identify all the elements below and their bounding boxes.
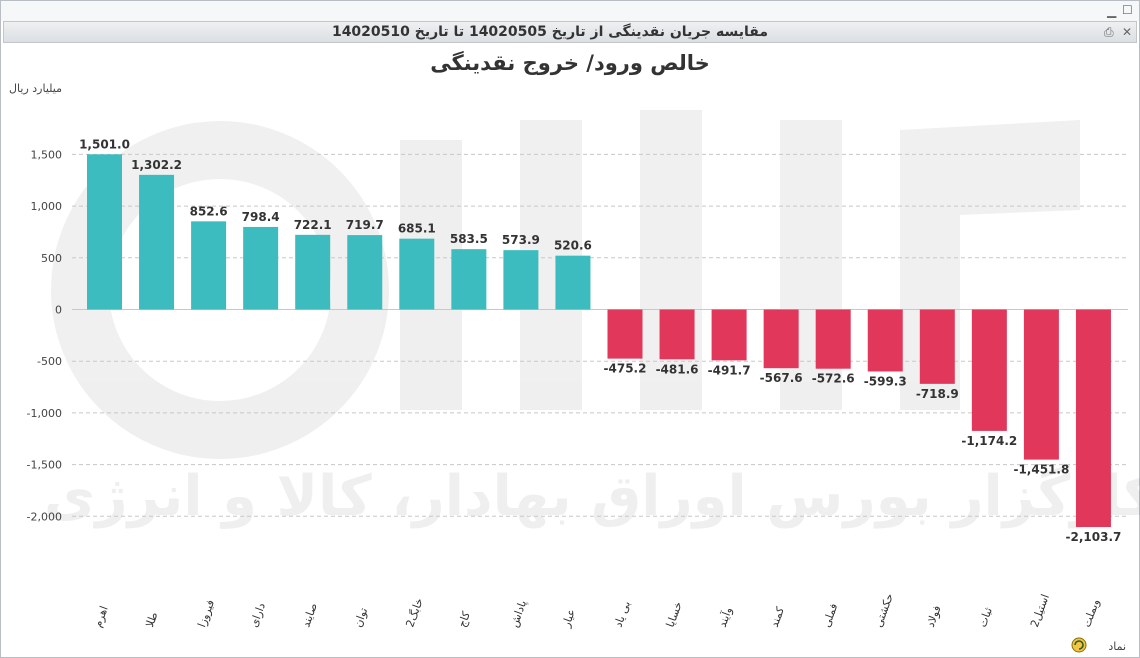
y-tick-label: -1,500 — [27, 459, 62, 472]
title-bar: مقایسه جریان نقدینگی از تاریخ 14020505 ت… — [3, 21, 1137, 43]
bar[interactable] — [711, 309, 747, 361]
bar[interactable] — [867, 309, 903, 372]
y-tick-label: -1,000 — [27, 407, 62, 420]
bar-value-label: 719.7 — [346, 218, 384, 232]
maximize-icon[interactable]: ☐ — [1122, 3, 1133, 17]
bar-value-label: 852.6 — [190, 204, 228, 218]
bar-value-label: -718.9 — [916, 387, 959, 401]
y-axis-unit-label: میلیارد ریال — [9, 82, 62, 95]
bar-value-label: 573.9 — [502, 233, 540, 247]
bar-value-label: -475.2 — [604, 362, 647, 376]
bar-value-label: -1,451.8 — [1013, 463, 1069, 477]
x-tick-label: کمند — [768, 604, 788, 629]
x-tick-label: خابگ2 — [403, 596, 425, 629]
x-tick-label: فولاد — [924, 604, 944, 629]
bar[interactable] — [1023, 309, 1059, 460]
x-tick-label: اهرم — [91, 604, 111, 629]
y-tick-label: -500 — [37, 355, 62, 368]
bar[interactable] — [971, 309, 1007, 431]
window-top-strip: ▁ ☐ — [1, 1, 1139, 21]
y-tick-label: 1,500 — [31, 148, 63, 161]
close-icon[interactable]: ✕ — [1122, 25, 1133, 39]
bar-value-label: 520.6 — [554, 239, 592, 253]
x-tick-label: صایند — [299, 601, 320, 629]
bar[interactable] — [191, 221, 227, 310]
x-axis-label: نماد — [1108, 640, 1126, 653]
x-tick-label: وآیند — [715, 605, 735, 629]
watermark-logo-bar — [640, 110, 702, 410]
bar[interactable] — [503, 250, 539, 310]
x-tick-label: فیروزا — [195, 598, 217, 629]
print-icon[interactable]: ⎙ — [1104, 25, 1114, 39]
bar-value-label: -572.6 — [812, 372, 855, 386]
y-tick-label: -2,000 — [27, 510, 62, 523]
x-tick-label: استیل2 — [1028, 592, 1052, 629]
x-tick-label: توان — [351, 606, 370, 629]
x-tick-label: ثبات — [976, 606, 995, 629]
bar-value-label: 1,501.0 — [79, 137, 130, 151]
bar-value-label: -2,103.7 — [1066, 530, 1122, 544]
bar-value-label: -599.3 — [864, 374, 907, 388]
bar-value-label: 798.4 — [242, 210, 280, 224]
bar-value-label: 1,302.2 — [131, 158, 182, 172]
bar[interactable] — [815, 309, 851, 369]
x-tick-label: خسایا — [664, 600, 685, 629]
x-tick-label: حکشتی — [872, 592, 896, 630]
bar-value-label: 722.1 — [294, 218, 332, 232]
watermark-tagline: کارگزار بورس اوراق بهادار، کالا و انرژی — [44, 464, 1140, 529]
y-tick-label: 500 — [41, 252, 62, 265]
bar[interactable] — [347, 235, 383, 310]
x-tick-label: کاج — [455, 609, 473, 629]
bar-value-label: -481.6 — [656, 362, 699, 376]
x-tick-label: بی یاد — [612, 599, 633, 629]
x-tick-label: فملی — [820, 602, 841, 629]
bar[interactable] — [139, 174, 175, 310]
x-tick-label: طلا — [143, 610, 161, 629]
bar[interactable] — [919, 309, 955, 384]
bar[interactable] — [399, 238, 435, 310]
bar-value-label: -567.6 — [760, 371, 803, 385]
bar-value-label: 583.5 — [450, 232, 488, 246]
bar[interactable] — [1075, 309, 1111, 528]
bar[interactable] — [87, 154, 122, 310]
x-tick-label: پاداش — [508, 598, 530, 629]
bar[interactable] — [451, 249, 487, 310]
bar-value-label: -1,174.2 — [961, 434, 1017, 448]
bar-value-label: -491.7 — [708, 363, 751, 377]
bar-value-label: 685.1 — [398, 222, 436, 236]
y-tick-label: 0 — [55, 304, 62, 317]
minimize-icon[interactable]: ▁ — [1107, 4, 1117, 18]
bar[interactable] — [295, 234, 331, 310]
bar[interactable] — [659, 309, 695, 360]
chart-title: خالص ورود/ خروج نقدینگی — [430, 50, 710, 76]
x-tick-label: عیار — [559, 607, 578, 630]
bar[interactable] — [555, 255, 591, 310]
x-tick-label: وبملت — [1080, 597, 1102, 629]
y-tick-label: 1,000 — [31, 200, 63, 213]
bar[interactable] — [763, 309, 799, 369]
bar[interactable] — [243, 226, 279, 310]
bar[interactable] — [607, 309, 643, 359]
refresh-icon[interactable] — [1071, 637, 1087, 653]
window-title: مقایسه جریان نقدینگی از تاریخ 14020505 ت… — [331, 24, 768, 40]
x-tick-label: دارای — [247, 601, 268, 629]
